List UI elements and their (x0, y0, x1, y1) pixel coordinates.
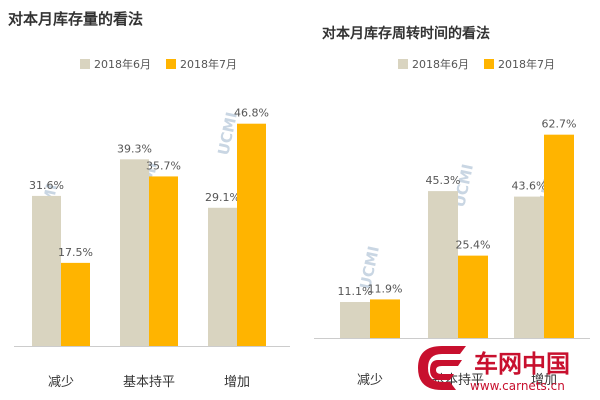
bar-turnover-1-0 (428, 191, 458, 338)
value-label-turnover-0-0: 11.1% (338, 285, 373, 298)
value-label-turnover-0-1: 11.9% (368, 282, 403, 295)
bar-turnover-2-0 (514, 196, 544, 338)
value-label-inventory-1-1: 35.7% (146, 159, 181, 172)
value-label-inventory-0-1: 17.5% (58, 246, 93, 259)
legend-swatch-inventory-1 (166, 59, 176, 69)
bar-inventory-2-0 (208, 207, 237, 346)
value-label-turnover-1-0: 45.3% (426, 174, 461, 187)
bar-inventory-1-0 (120, 159, 149, 346)
legend-label-inventory-1: 2018年7月 (180, 57, 237, 71)
chart-panel-inventory: 对本月库存量的看法2018年6月2018年7月UCMIUCMIUCMI31.6%… (8, 10, 290, 390)
category-label-turnover-0: 减少 (357, 373, 383, 388)
legend-label-turnover-0: 2018年6月 (412, 57, 469, 71)
chart-title-inventory: 对本月库存量的看法 (8, 10, 143, 28)
chart-turnover: 对本月库存周转时间的看法2018年6月2018年7月UCMIUCMIUCMI11… (314, 25, 590, 388)
value-label-turnover-2-1: 62.7% (542, 118, 577, 131)
category-label-inventory-1: 基本持平 (123, 375, 175, 390)
bar-inventory-0-1 (61, 262, 90, 346)
chart-inventory: 对本月库存量的看法2018年6月2018年7月UCMIUCMIUCMI31.6%… (8, 10, 290, 390)
legend-swatch-turnover-0 (398, 59, 408, 69)
value-label-inventory-1-0: 39.3% (117, 142, 152, 155)
chart-panel-turnover: 对本月库存周转时间的看法2018年6月2018年7月UCMIUCMIUCMI11… (300, 0, 600, 400)
logo-name: 车网中国 (474, 350, 570, 378)
bar-turnover-1-1 (458, 255, 488, 338)
value-label-inventory-2-0: 29.1% (205, 191, 240, 204)
bar-turnover-0-0 (340, 302, 370, 338)
value-label-turnover-2-0: 43.6% (512, 180, 547, 193)
bar-inventory-1-1 (149, 176, 178, 346)
category-label-inventory-0: 减少 (48, 375, 74, 390)
legend-swatch-inventory-0 (80, 59, 90, 69)
bar-inventory-0-0 (32, 195, 61, 346)
bar-turnover-2-1 (544, 134, 574, 338)
value-label-inventory-2-1: 46.8% (234, 107, 269, 120)
value-label-turnover-1-1: 25.4% (456, 239, 491, 252)
carnets-logo-icon: 车网中国 www.carnets.cn (418, 346, 570, 393)
chart-title-turnover: 对本月库存周转时间的看法 (322, 25, 490, 42)
value-label-inventory-0-0: 31.6% (29, 179, 64, 192)
category-label-turnover-2: 增加 (531, 373, 557, 388)
category-label-inventory-2: 增加 (224, 375, 250, 390)
bar-inventory-2-1 (237, 123, 266, 346)
logo-url: www.carnets.cn (470, 379, 565, 393)
legend-swatch-turnover-1 (484, 59, 494, 69)
legend-label-inventory-0: 2018年6月 (94, 57, 151, 71)
bar-turnover-0-1 (370, 299, 400, 338)
legend-label-turnover-1: 2018年7月 (498, 57, 555, 71)
carnets-logo: 车网中国 www.carnets.cn (412, 336, 598, 396)
logo-mark (418, 346, 466, 390)
